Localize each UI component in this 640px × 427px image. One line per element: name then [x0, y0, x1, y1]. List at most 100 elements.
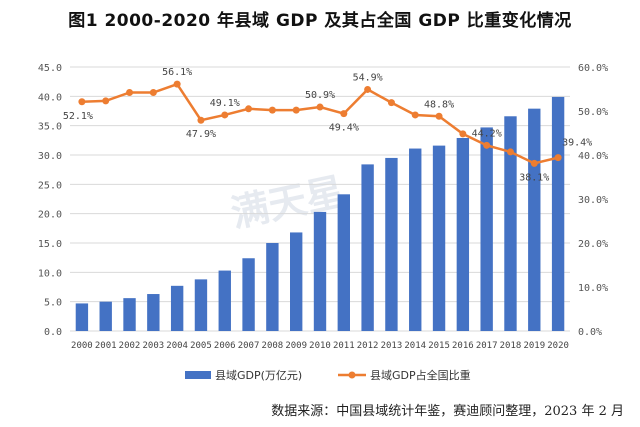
share-data-label: 49.1%: [210, 98, 240, 109]
bar-2018: [504, 116, 517, 331]
x-tick-label: 2014: [404, 341, 426, 351]
source-note: 数据来源：中国县域统计年鉴，赛迪顾问整理，2023 年 2 月: [271, 404, 624, 419]
share-point-2002: [126, 89, 134, 97]
y-left-tick-label: 20.0: [38, 210, 62, 221]
bar-2003: [147, 294, 160, 331]
bar-2017: [480, 127, 493, 331]
y-right-tick-label: 30.0%: [578, 195, 608, 206]
y-left-tick-label: 40.0: [38, 92, 62, 103]
share-point-2001: [102, 97, 110, 105]
share-point-2005: [197, 116, 205, 124]
legend-bar-swatch: [185, 371, 211, 379]
share-point-2016: [459, 130, 467, 138]
x-tick-label: 2015: [428, 341, 450, 351]
y-right-tick-label: 20.0%: [578, 239, 608, 250]
y-left-tick-label: 35.0: [38, 122, 62, 133]
bar-2014: [409, 148, 422, 331]
bar-2008: [266, 243, 279, 331]
x-tick-label: 2009: [285, 341, 307, 351]
x-tick-label: 2008: [262, 341, 284, 351]
y-right-tick-label: 10.0%: [578, 283, 608, 294]
x-tick-label: 2016: [452, 341, 474, 351]
legend-bar-label: 县域GDP(万亿元): [215, 369, 302, 382]
share-point-2009: [292, 106, 300, 114]
bar-2016: [456, 137, 470, 331]
share-point-2012: [364, 85, 372, 93]
bar-2011: [337, 194, 350, 331]
x-tick-label: 2003: [142, 341, 164, 351]
bar-2000: [75, 303, 89, 331]
y-right-tick-label: 0.0%: [578, 327, 602, 338]
share-point-2013: [387, 99, 395, 107]
bar-2007: [242, 258, 255, 331]
share-point-2004: [173, 80, 181, 88]
bar-2019: [528, 108, 541, 331]
bar-2015: [432, 145, 446, 331]
share-data-label: 44.2%: [472, 128, 502, 139]
x-tick-label: 2000: [71, 341, 93, 351]
share-point-2017: [483, 141, 491, 149]
legend-line-marker: [348, 371, 356, 379]
watermark: 满天星: [227, 169, 348, 236]
share-point-2014: [411, 111, 419, 119]
x-tick-label: 2010: [309, 341, 331, 351]
x-tick-label: 2007: [238, 341, 260, 351]
bar-2001: [99, 301, 112, 331]
x-axis: 2000 2001 2002 2003 2004 2005 2006 2007 2008 2009…: [71, 341, 569, 351]
share-point-2010: [316, 103, 324, 111]
chart-title: 图1 2000-2020 年县域 GDP 及其占全国 GDP 比重变化情况: [68, 11, 572, 31]
y-left-tick-label: 15.0: [38, 239, 62, 250]
legend: 县域GDP(万亿元) 县域GDP占全国比重: [185, 368, 471, 382]
bar-2010: [313, 211, 327, 331]
share-data-label: 52.1%: [63, 111, 93, 122]
share-point-2008: [268, 106, 276, 114]
data-labels: 52.1% 56.1% 47.9% 49.1% 50.9% 49.4% 54.9% 48.8%…: [63, 67, 592, 183]
y-left-tick-label: 10.0: [38, 268, 62, 279]
x-tick-label: 2020: [547, 341, 569, 351]
share-data-label: 54.9%: [353, 72, 383, 83]
x-tick-label: 2017: [476, 341, 498, 351]
x-tick-label: 2019: [523, 341, 545, 351]
share-point-2018: [506, 148, 514, 156]
share-point-2011: [340, 110, 348, 118]
share-point-2000: [78, 98, 86, 106]
bar-series: [75, 96, 565, 331]
x-tick-label: 2012: [357, 341, 379, 351]
y-right-tick-label: 40.0%: [578, 151, 608, 162]
x-tick-label: 2006: [214, 341, 236, 351]
x-tick-label: 2011: [333, 341, 355, 351]
bar-2013: [385, 157, 398, 331]
share-point-2003: [149, 89, 157, 97]
share-point-2015: [435, 112, 443, 120]
share-point-2007: [245, 105, 253, 113]
bar-2002: [123, 298, 136, 331]
x-tick-label: 2013: [381, 341, 403, 351]
y-left-tick-label: 25.0: [38, 180, 62, 191]
legend-line-label: 县域GDP占全国比重: [370, 368, 471, 382]
bar-2020: [551, 96, 565, 331]
bar-2006: [218, 270, 231, 331]
share-point-2019: [530, 159, 538, 167]
share-data-label: 56.1%: [162, 67, 192, 78]
share-point-2006: [221, 111, 229, 119]
x-tick-label: 2018: [500, 341, 522, 351]
y-left-tick-label: 5.0: [44, 298, 62, 309]
y-right-tick-label: 60.0%: [578, 63, 608, 74]
share-point-2020: [554, 154, 562, 162]
bar-2012: [361, 164, 374, 331]
share-data-label: 48.8%: [424, 99, 454, 110]
x-tick-label: 2005: [190, 341, 212, 351]
share-data-label: 38.1%: [519, 172, 549, 183]
x-tick-label: 2004: [166, 341, 188, 351]
share-data-label: 49.4%: [329, 123, 359, 134]
y-axis-right: 60.0% 50.0% 40.0% 30.0% 20.0% 10.0% 0.0%: [578, 63, 608, 338]
bar-2005: [194, 279, 208, 331]
y-left-tick-label: 30.0: [38, 151, 62, 162]
line-series: [78, 80, 562, 167]
x-tick-label: 2002: [119, 341, 141, 351]
share-data-label: 50.9%: [305, 90, 335, 101]
bar-2004: [170, 285, 184, 331]
y-right-tick-label: 50.0%: [578, 107, 608, 118]
bar-2009: [290, 232, 303, 331]
